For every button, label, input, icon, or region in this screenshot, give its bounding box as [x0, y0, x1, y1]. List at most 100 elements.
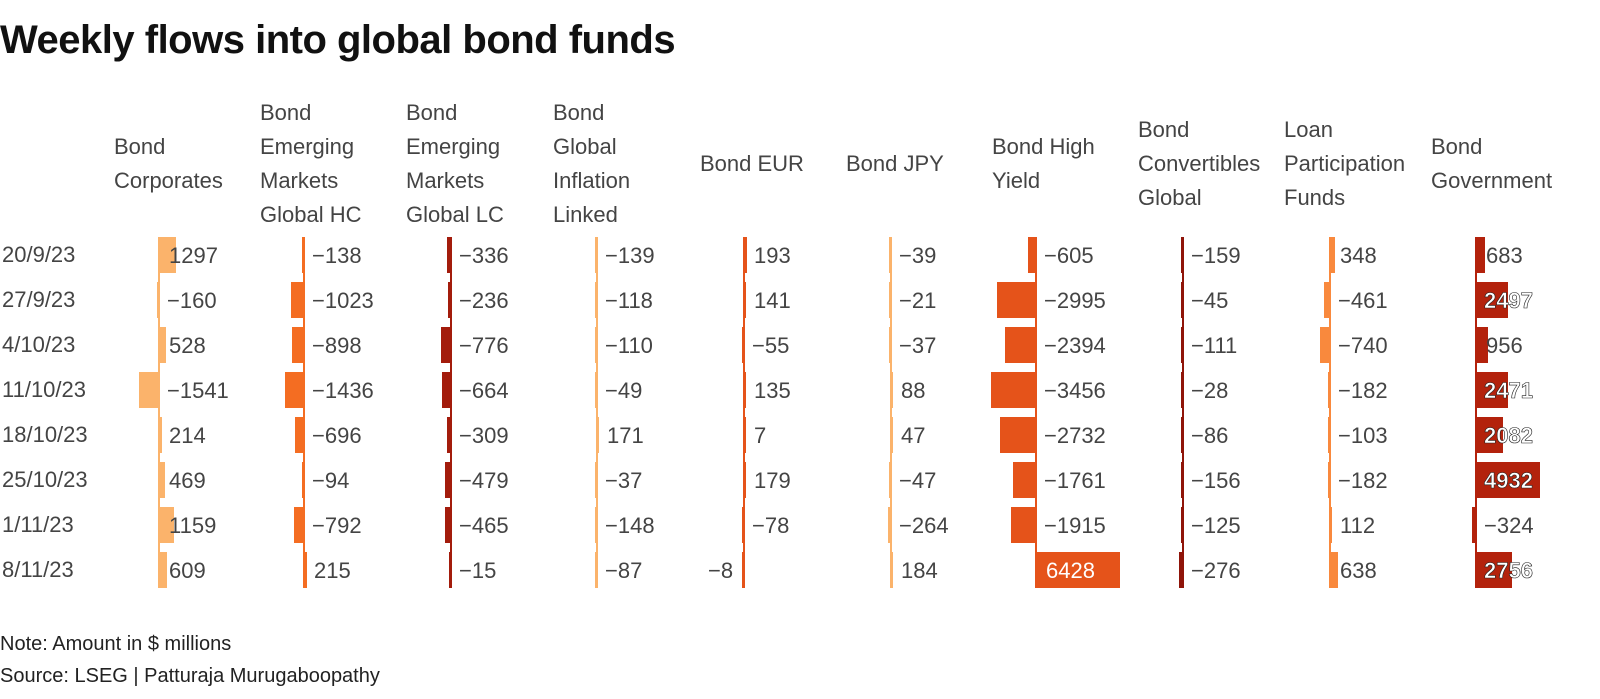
flow-bar: [285, 372, 304, 408]
column-header: Bond Global Inflation Linked: [553, 94, 630, 234]
value-label: 135: [754, 378, 791, 403]
flow-bar: [1476, 552, 1512, 588]
flow-bar: [447, 282, 451, 318]
value-label: −37: [605, 468, 643, 493]
flow-bar: [302, 462, 304, 498]
flow-bar: [1476, 462, 1541, 498]
value-label: 7: [754, 423, 767, 448]
value-label: −605: [1044, 243, 1094, 268]
value-label: −792: [312, 513, 362, 538]
column-header: Bond Corporates: [114, 94, 223, 234]
value-label: −461: [1338, 288, 1388, 313]
column-header-line: Global: [1138, 185, 1202, 210]
flow-bar: [1181, 372, 1183, 408]
value-label: −324: [1484, 513, 1534, 538]
column-header-line: Funds: [1284, 185, 1346, 210]
column-header-line: Emerging: [406, 134, 501, 159]
column-header-line: Convertibles: [1138, 151, 1261, 176]
column-axis: [596, 237, 598, 588]
value-label: −1915: [1044, 513, 1106, 538]
value-label: 2082: [1484, 423, 1534, 449]
flow-bar: [446, 417, 451, 453]
flow-bar: [159, 417, 162, 453]
flow-bar: [1327, 462, 1330, 498]
flow-bar: [889, 282, 891, 318]
flow-bar: [595, 552, 597, 588]
value-label: −1761: [1044, 468, 1106, 493]
value-label: −118: [605, 288, 653, 313]
flow-bar: [442, 372, 451, 408]
flow-bar: [595, 462, 597, 498]
column-axis: [1035, 237, 1037, 588]
flow-bar: [1036, 552, 1120, 588]
flow-bar: [1181, 327, 1183, 363]
column-header-line: Bond: [406, 100, 458, 125]
flow-bar: [302, 237, 304, 273]
flow-bar: [1330, 237, 1335, 273]
column-header-line: Participation: [1284, 151, 1406, 176]
value-label: −159: [1191, 243, 1241, 268]
column-header: Loan Participation Funds: [1284, 94, 1405, 234]
column-header: Bond Emerging Markets Global HC: [260, 94, 361, 234]
value-label: −2394: [1044, 333, 1106, 358]
flow-bar: [449, 552, 451, 588]
column-header: Bond Emerging Markets Global LC: [406, 94, 504, 234]
column-header-line: Bond: [1431, 134, 1483, 159]
value-label: −696: [312, 423, 362, 448]
column-header-line: Bond JPY: [846, 151, 944, 176]
flow-bar: [887, 507, 891, 543]
value-label: −3456: [1044, 378, 1106, 403]
value-label: −28: [1191, 378, 1229, 403]
column-axis: [450, 237, 452, 588]
flow-bar: [159, 327, 166, 363]
flow-bar: [1476, 327, 1489, 363]
value-label: 638: [1340, 558, 1377, 583]
flow-bar: [891, 552, 894, 588]
flow-bar: [742, 552, 744, 588]
flow-bar: [1327, 372, 1330, 408]
flow-bar: [597, 417, 600, 453]
value-label: 2471: [1484, 378, 1534, 404]
flow-bar: [1324, 282, 1330, 318]
value-label: −55: [752, 333, 790, 358]
row-label: 11/10/23: [2, 377, 87, 402]
column-header: Bond JPY: [846, 94, 944, 234]
flow-bar: [1476, 372, 1509, 408]
value-label: −182: [1338, 378, 1388, 403]
value-label: −49: [605, 378, 643, 403]
column-header-line: Markets: [260, 168, 339, 193]
row-label: 27/9/23: [2, 287, 76, 312]
note-text: Note: Amount in $ millions: [0, 633, 232, 655]
value-label: 171: [607, 423, 644, 448]
column-header-line: Bond High: [992, 134, 1095, 159]
flow-bar: [159, 552, 167, 588]
flow-bar: [595, 237, 597, 273]
value-label: −94: [312, 468, 350, 493]
flow-bar: [294, 417, 304, 453]
row-label: 1/11/23: [2, 512, 74, 537]
value-label: −465: [459, 513, 509, 538]
value-label: −264: [899, 513, 949, 538]
value-label: −21: [899, 288, 937, 313]
column-header-line: Yield: [992, 168, 1041, 193]
flow-bar: [1328, 417, 1330, 453]
flow-bar: [1476, 417, 1504, 453]
value-label: 4932: [1484, 468, 1534, 494]
value-label: −236: [459, 288, 509, 313]
value-label: −776: [459, 333, 509, 358]
value-label: 956: [1486, 333, 1523, 358]
flow-bar: [595, 282, 597, 318]
value-label: −898: [312, 333, 362, 358]
column-header-line: Inflation: [553, 168, 631, 193]
flow-bar: [1013, 462, 1036, 498]
column-header-line: Global: [553, 134, 617, 159]
flow-bar: [744, 372, 746, 408]
value-label: −87: [605, 558, 643, 583]
value-label: 141: [754, 288, 791, 313]
flow-bar: [1471, 507, 1476, 543]
column-header-line: Loan: [1284, 117, 1333, 142]
column-axis: [890, 237, 892, 588]
flow-bar: [742, 507, 744, 543]
flow-bar: [293, 507, 304, 543]
flow-bar: [1180, 462, 1183, 498]
